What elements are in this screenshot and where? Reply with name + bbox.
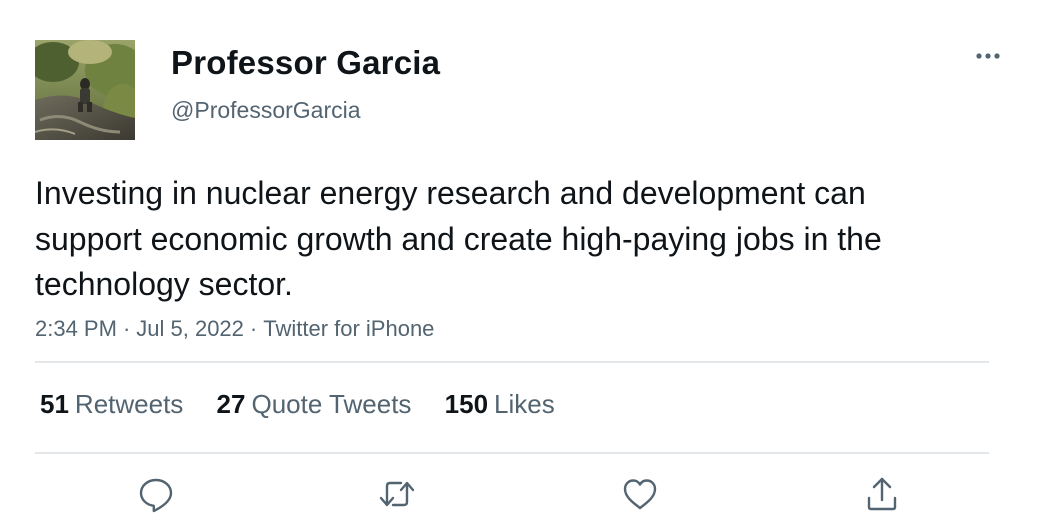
tweet-time[interactable]: 2:34 PM — [35, 316, 117, 341]
tweet-date[interactable]: Jul 5, 2022 — [136, 316, 244, 341]
meta-separator: · — [249, 316, 258, 341]
likes-label: Likes — [494, 389, 555, 419]
quote-tweets-label: Quote Tweets — [251, 389, 412, 419]
retweets-count: 51 — [40, 389, 69, 419]
avatar[interactable] — [35, 40, 135, 140]
avatar-photo — [35, 40, 135, 140]
divider — [35, 452, 989, 454]
share-button[interactable] — [862, 474, 902, 514]
engagement-stats: 51 Retweets 27 Quote Tweets 150 Likes — [40, 389, 581, 420]
tweet-metadata: 2:34 PM · Jul 5, 2022 · Twitter for iPhone — [35, 316, 434, 342]
reply-icon — [139, 478, 173, 513]
author-display-name[interactable]: Professor Garcia — [171, 44, 441, 81]
meta-separator: · — [122, 316, 131, 341]
retweets-label: Retweets — [74, 389, 184, 419]
retweets-stat[interactable]: 51 Retweets — [40, 389, 183, 420]
retweet-button[interactable] — [377, 474, 417, 514]
divider — [35, 361, 989, 363]
tweet-text: Investing in nuclear energy research and… — [35, 175, 882, 302]
more-options-button[interactable] — [970, 44, 1006, 68]
likes-count: 150 — [444, 389, 489, 419]
reply-button[interactable] — [136, 474, 176, 514]
author-handle[interactable]: @ProfessorGarcia — [171, 97, 361, 123]
quote-tweets-count: 27 — [216, 389, 246, 419]
share-icon — [867, 477, 897, 511]
tweet-source-link[interactable]: Twitter for iPhone — [263, 316, 435, 341]
likes-stat[interactable]: 150 Likes — [445, 389, 555, 420]
quote-tweets-stat[interactable]: 27 Quote Tweets — [217, 389, 412, 420]
retweet-icon — [379, 481, 415, 507]
like-button[interactable] — [620, 474, 660, 514]
heart-icon — [623, 479, 657, 510]
more-horizontal-icon — [976, 53, 1000, 59]
